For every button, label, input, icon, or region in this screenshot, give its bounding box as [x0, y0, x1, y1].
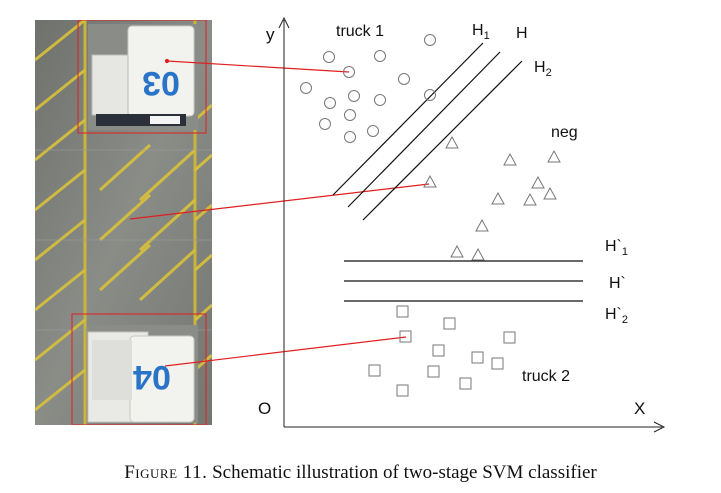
triangle-point	[503, 152, 517, 166]
link-line-truck2	[164, 336, 407, 367]
triangle-point	[445, 135, 459, 149]
caption-label: Figure 11.	[124, 462, 208, 483]
class-label-neg: neg	[551, 124, 578, 141]
origin-label: O	[258, 399, 271, 418]
hyperplane-h1	[332, 42, 484, 196]
x-axis-label: X	[634, 399, 645, 418]
detection-box-top	[77, 20, 207, 134]
circle-point	[323, 51, 335, 63]
truck2-points	[368, 305, 516, 397]
square-point	[443, 317, 456, 330]
label-hp2: H`2	[605, 306, 628, 326]
square-point	[427, 365, 440, 378]
square-point	[471, 351, 484, 364]
circle-point	[344, 131, 356, 143]
axes	[278, 16, 666, 433]
square-point	[503, 331, 516, 344]
square-point	[368, 364, 381, 377]
triangle-point	[491, 191, 505, 205]
figure-caption: Figure 11. Schematic illustration of two…	[0, 462, 721, 484]
truck1-points	[300, 34, 436, 143]
circle-point	[343, 66, 355, 78]
hyperplane-h2	[362, 60, 523, 221]
circle-point	[367, 125, 379, 137]
label-h2: H2	[534, 59, 552, 79]
circle-point	[398, 73, 410, 85]
triangle-point	[471, 247, 485, 261]
link-line-neg	[129, 183, 430, 220]
circle-point	[374, 50, 386, 62]
square-point	[491, 357, 504, 370]
square-point	[396, 305, 409, 318]
link-line-truck1	[166, 60, 350, 73]
label-hp1: H`1	[605, 238, 628, 258]
triangle-point	[423, 174, 437, 188]
circle-point	[374, 94, 386, 106]
truck-number-top: 03	[142, 64, 180, 102]
link-lines	[129, 58, 430, 367]
triangle-point	[450, 244, 464, 258]
triangle-point	[523, 192, 537, 206]
circle-point	[344, 109, 356, 121]
caption-text: Schematic illustration of two-stage SVM …	[212, 462, 597, 483]
circle-point	[324, 97, 336, 109]
circle-point	[348, 90, 360, 102]
label-h: H	[516, 25, 528, 42]
label-hp: H`	[609, 275, 626, 292]
detection-box-bottom	[71, 313, 207, 425]
truck-number-bottom: 04	[133, 358, 171, 396]
circle-point	[424, 34, 436, 46]
y-axis-label: y	[266, 25, 275, 44]
aerial-photo: 03 04	[35, 20, 212, 425]
triangle-point	[547, 149, 561, 163]
truck-top: 03	[88, 24, 198, 130]
triangle-point	[531, 175, 545, 189]
circle-point	[300, 82, 312, 94]
square-point	[399, 330, 412, 343]
circle-point	[424, 89, 436, 101]
class-label-truck2: truck 2	[522, 368, 570, 385]
label-h1: H1	[472, 22, 490, 42]
hatch-stripes	[35, 20, 212, 412]
circle-point	[319, 118, 331, 130]
class-label-truck1: truck 1	[336, 23, 384, 40]
hyperplanes	[332, 42, 583, 302]
truck-bottom: 04	[87, 325, 198, 423]
neg-points	[423, 135, 561, 261]
square-point	[396, 384, 409, 397]
square-point	[459, 377, 472, 390]
triangle-point	[475, 218, 489, 232]
square-point	[432, 344, 445, 357]
triangle-point	[543, 186, 557, 200]
hyperplane-h	[347, 51, 501, 208]
